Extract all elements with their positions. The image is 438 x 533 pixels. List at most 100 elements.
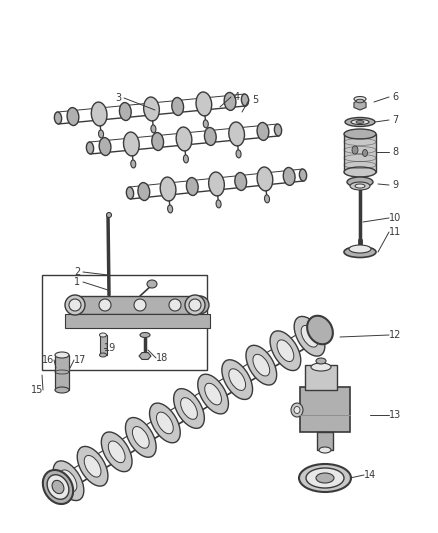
Ellipse shape (347, 177, 373, 187)
Text: 2: 2 (74, 267, 80, 277)
Text: 12: 12 (389, 330, 401, 340)
Ellipse shape (257, 123, 269, 140)
Ellipse shape (43, 470, 73, 504)
Ellipse shape (205, 127, 216, 146)
Ellipse shape (352, 146, 358, 154)
Ellipse shape (355, 184, 365, 188)
Ellipse shape (306, 468, 344, 488)
Ellipse shape (185, 295, 205, 315)
Ellipse shape (294, 407, 300, 414)
Ellipse shape (283, 167, 295, 185)
Text: 17: 17 (74, 355, 86, 365)
Ellipse shape (198, 374, 229, 414)
Bar (65, 314, 210, 328)
Ellipse shape (196, 92, 212, 116)
Ellipse shape (265, 195, 269, 203)
Ellipse shape (307, 316, 333, 344)
Ellipse shape (169, 299, 181, 311)
Text: 15: 15 (31, 385, 43, 395)
Bar (317, 432, 333, 450)
Ellipse shape (55, 352, 69, 358)
Ellipse shape (222, 360, 253, 399)
Ellipse shape (149, 403, 180, 443)
Text: 18: 18 (156, 353, 168, 363)
Ellipse shape (191, 296, 209, 314)
Ellipse shape (235, 173, 247, 190)
Ellipse shape (53, 461, 84, 500)
Ellipse shape (316, 473, 334, 483)
Text: 8: 8 (392, 147, 398, 157)
Text: 10: 10 (389, 213, 401, 223)
Ellipse shape (67, 108, 79, 126)
Ellipse shape (246, 345, 277, 385)
Ellipse shape (294, 317, 325, 356)
Bar (100, 335, 107, 355)
Ellipse shape (356, 99, 364, 103)
Ellipse shape (69, 299, 81, 311)
Ellipse shape (120, 102, 131, 120)
Text: 16: 16 (42, 355, 54, 365)
Bar (75, 296, 200, 314)
Ellipse shape (77, 447, 108, 486)
Ellipse shape (229, 122, 244, 146)
Ellipse shape (253, 354, 270, 376)
Ellipse shape (101, 432, 132, 472)
Ellipse shape (349, 245, 371, 253)
Ellipse shape (156, 412, 173, 434)
Ellipse shape (363, 149, 367, 157)
Ellipse shape (277, 340, 294, 361)
Ellipse shape (66, 296, 84, 314)
Ellipse shape (229, 369, 246, 391)
Bar (42, 275, 207, 370)
Ellipse shape (99, 130, 103, 138)
Ellipse shape (124, 132, 139, 156)
Text: 5: 5 (252, 95, 258, 105)
Ellipse shape (236, 150, 241, 158)
Ellipse shape (91, 102, 107, 126)
Ellipse shape (187, 177, 198, 196)
Ellipse shape (350, 182, 370, 190)
Ellipse shape (173, 389, 205, 429)
Bar (55, 355, 69, 390)
Ellipse shape (274, 124, 282, 136)
Ellipse shape (356, 120, 364, 124)
Ellipse shape (65, 295, 85, 315)
Text: 9: 9 (392, 180, 398, 190)
Ellipse shape (172, 98, 184, 116)
Bar (300, 387, 350, 432)
Ellipse shape (344, 246, 376, 257)
Ellipse shape (147, 280, 157, 288)
Text: 3: 3 (115, 93, 121, 103)
Ellipse shape (180, 398, 198, 419)
Ellipse shape (132, 426, 149, 448)
Ellipse shape (168, 205, 173, 213)
Ellipse shape (176, 127, 192, 151)
Ellipse shape (184, 155, 188, 163)
Bar (344, 134, 376, 172)
Ellipse shape (60, 470, 77, 491)
Ellipse shape (86, 142, 94, 154)
Ellipse shape (351, 119, 369, 125)
Ellipse shape (208, 172, 224, 196)
Text: 11: 11 (389, 227, 401, 237)
Ellipse shape (134, 299, 146, 311)
Ellipse shape (270, 331, 301, 370)
Ellipse shape (127, 187, 134, 199)
Ellipse shape (108, 441, 125, 463)
Ellipse shape (299, 464, 351, 492)
Ellipse shape (99, 333, 106, 337)
Ellipse shape (106, 213, 112, 217)
Polygon shape (354, 100, 366, 110)
Ellipse shape (189, 299, 201, 311)
Ellipse shape (54, 112, 62, 124)
Bar (305, 365, 337, 390)
Ellipse shape (131, 160, 136, 168)
Ellipse shape (52, 480, 64, 494)
Ellipse shape (299, 169, 307, 181)
Ellipse shape (241, 94, 249, 106)
Ellipse shape (84, 455, 101, 477)
Text: 14: 14 (364, 470, 376, 480)
Ellipse shape (319, 447, 331, 453)
Text: 4: 4 (234, 92, 240, 102)
Ellipse shape (99, 299, 111, 311)
